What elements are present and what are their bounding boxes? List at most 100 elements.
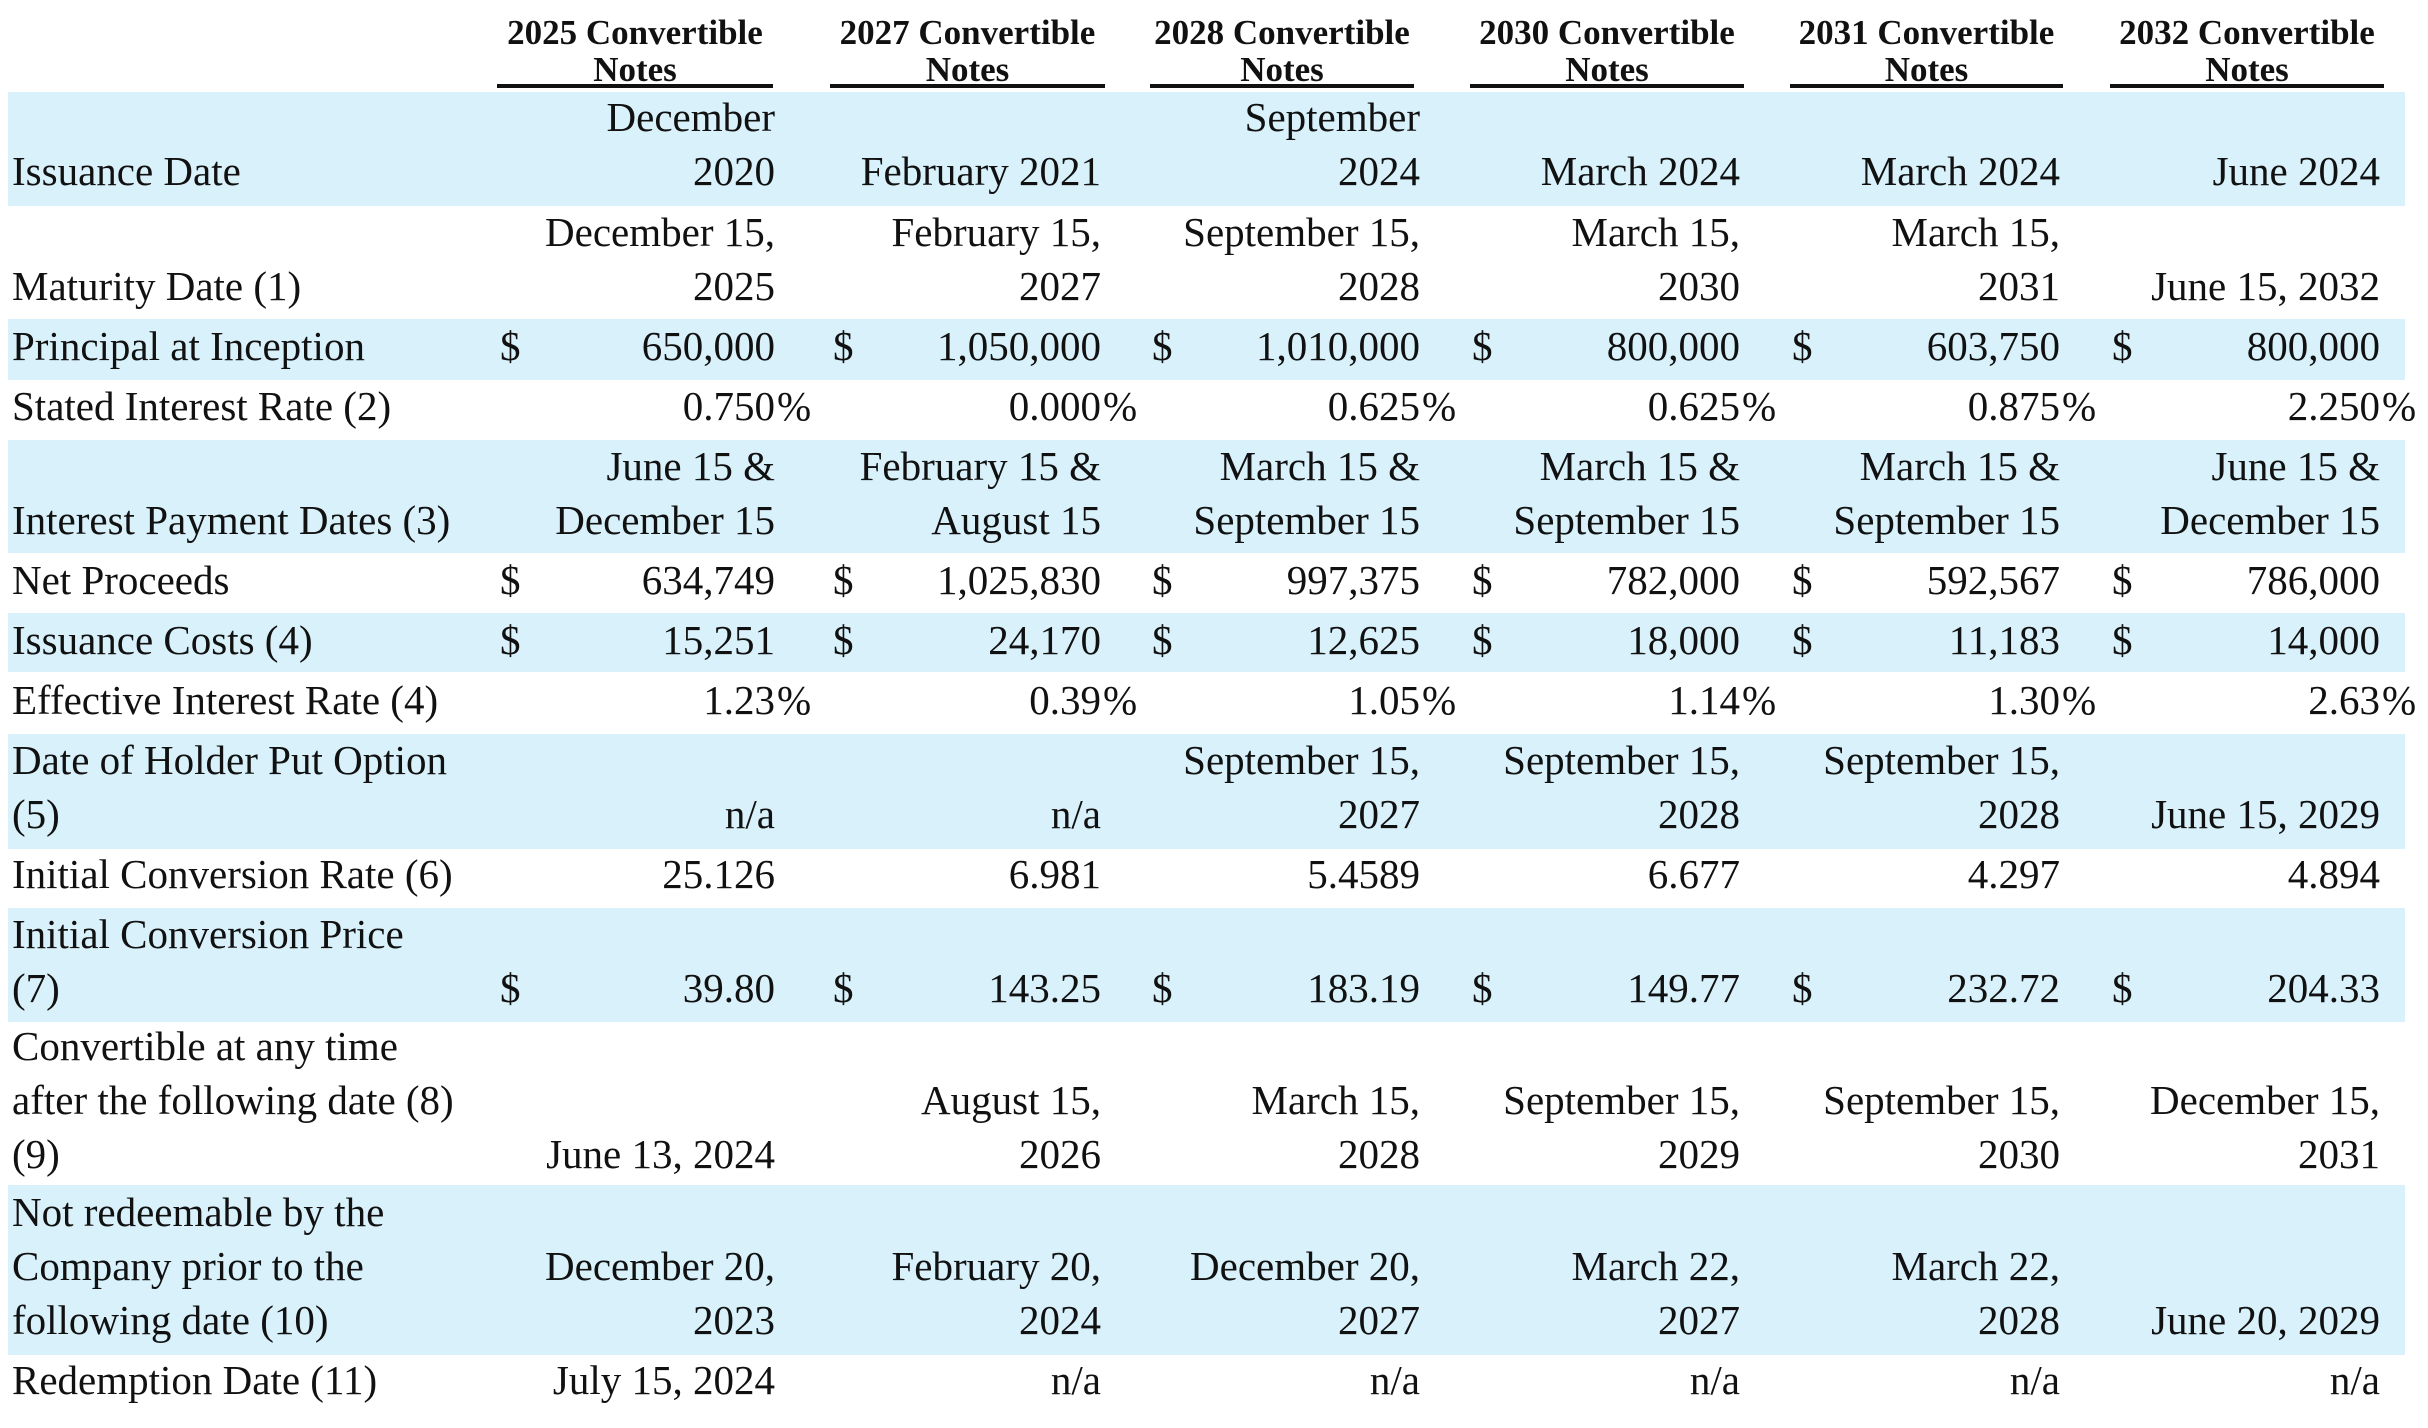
cell-value: June 20, 2029 — [2080, 1293, 2380, 1347]
column-header: 2025 Convertible Notes — [497, 14, 773, 88]
cell-value: July 15, 2024 — [475, 1353, 775, 1407]
cell-value-line: 149.77 — [1627, 965, 1740, 1011]
row-band-issuance-date — [8, 92, 2405, 206]
cell-value-line: 2027 — [1658, 1297, 1740, 1343]
column-header-line: Notes — [1884, 50, 1969, 89]
cell-value: 4.297 — [1760, 847, 2060, 901]
cell-value: 183.19 — [1120, 961, 1420, 1015]
cell-value: December 20, 2023 — [475, 1239, 775, 1347]
cell-value-line: 6.677 — [1647, 851, 1740, 897]
column-header-line: 2031 Convertible — [1798, 13, 2055, 52]
cell-value-line: March 15, — [1251, 1077, 1420, 1123]
cell-value: 18,000 — [1440, 613, 1740, 667]
cell-value-line: August 15, — [921, 1077, 1101, 1123]
cell-value-line: n/a — [1369, 1357, 1420, 1403]
row-label-not-redeemable-prior: Not redeemable by the Company prior to th… — [12, 1185, 502, 1347]
cell-value: March 15, 2028 — [1120, 1073, 1420, 1181]
cell-value-line: 2028 — [1338, 1131, 1420, 1177]
cell-value-line: 4.894 — [2287, 851, 2380, 897]
cell-value-line: 204.33 — [2267, 965, 2380, 1011]
cell-value-line: 2031 — [2298, 1131, 2380, 1177]
cell-value: February 20, 2024 — [801, 1239, 1101, 1347]
cell-value: 5.4589 — [1120, 847, 1420, 901]
cell-value-line: n/a — [2329, 1357, 2380, 1403]
percent-symbol: % — [2062, 677, 2097, 723]
percent-symbol: % — [1742, 383, 1777, 429]
cell-value: March 15, 2031 — [1760, 205, 2060, 313]
cell-value: June 15 & December 15 — [475, 439, 775, 547]
cell-value: June 15, 2029 — [2080, 787, 2380, 841]
cell-value-line: 2024 — [1019, 1297, 1101, 1343]
column-header: 2031 Convertible Notes — [1790, 14, 2063, 88]
cell-value-line: August 15 — [931, 497, 1101, 543]
column-header-line: 2025 Convertible — [507, 13, 763, 52]
column-header-line: Notes — [925, 50, 1010, 89]
cell-value-line: 24,170 — [988, 617, 1101, 663]
cell-value-line: 1.23 — [703, 677, 775, 723]
row-band-holder-put-option — [8, 734, 2405, 849]
cell-value: 15,251 — [475, 613, 775, 667]
currency-symbol: $ — [1792, 617, 1813, 663]
cell-value-line: June 15 & — [606, 443, 775, 489]
currency-symbol: $ — [500, 557, 521, 603]
currency-symbol: $ — [1472, 323, 1493, 369]
column-header-line: 2028 Convertible — [1154, 13, 1410, 52]
cell-value: 24,170 — [801, 613, 1101, 667]
row-label-net-proceeds: Net Proceeds — [12, 553, 502, 607]
cell-value: December 20, 2027 — [1120, 1239, 1420, 1347]
cell-value-line: 2.63 — [2308, 677, 2380, 723]
cell-value-line: 786,000 — [2246, 557, 2380, 603]
cell-value: 12,625 — [1120, 613, 1420, 667]
cell-value-line: 0.875 — [1967, 383, 2060, 429]
cell-value: February 2021 — [801, 144, 1101, 198]
row-label-line: Maturity Date (1) — [12, 263, 302, 309]
column-header-line: 2032 Convertible — [2119, 13, 2375, 52]
column-header-line: 2030 Convertible — [1479, 13, 1735, 52]
column-header: 2027 Convertible Notes — [830, 14, 1105, 88]
cell-value-line: n/a — [1050, 791, 1101, 837]
cell-value-line: n/a — [724, 791, 775, 837]
cell-value: 4.894 — [2080, 847, 2380, 901]
cell-value-line: 2028 — [1658, 791, 1740, 837]
cell-value-line: February 20, — [891, 1243, 1101, 1289]
cell-value: 14,000 — [2080, 613, 2380, 667]
row-label-issuance-date: Issuance Date — [12, 144, 502, 198]
cell-value-line: 12,625 — [1307, 617, 1420, 663]
currency-symbol: $ — [2112, 617, 2133, 663]
cell-value-line: 2.250 — [2287, 383, 2380, 429]
cell-value: 1,050,000 — [801, 319, 1101, 373]
cell-value-line: December 15 — [555, 497, 775, 543]
cell-value-line: 2030 — [1978, 1131, 2060, 1177]
cell-value-line: 1.14 — [1668, 677, 1740, 723]
cell-value-line: 2023 — [693, 1297, 775, 1343]
row-label-line: Interest Payment Dates (3) — [12, 497, 451, 543]
row-label-initial-conversion-price: Initial Conversion Price (7) — [12, 907, 502, 1015]
cell-value-line: 2027 — [1338, 791, 1420, 837]
currency-symbol: $ — [500, 617, 521, 663]
cell-value-line: 39.80 — [682, 965, 775, 1011]
cell-value: March 2024 — [1760, 144, 2060, 198]
cell-value: n/a — [801, 1353, 1101, 1407]
row-label-line: Issuance Date — [12, 148, 241, 194]
row-label-line: Net Proceeds — [12, 557, 230, 603]
cell-value-line: March 15, — [1891, 209, 2060, 255]
cell-value-line: September 15, — [1183, 209, 1420, 255]
cell-value-line: 1,025,830 — [937, 557, 1101, 603]
cell-value: n/a — [1120, 1353, 1420, 1407]
cell-value-line: 634,749 — [641, 557, 775, 603]
cell-value: September 15, 2027 — [1120, 733, 1420, 841]
cell-value-line: 232.72 — [1947, 965, 2060, 1011]
cell-value-line: 1,010,000 — [1256, 323, 1420, 369]
cell-value: 232.72 — [1760, 961, 2060, 1015]
cell-value-line: December 15 — [2160, 497, 2380, 543]
cell-value-line: March 15, — [1571, 209, 1740, 255]
cell-value-line: n/a — [1050, 1357, 1101, 1403]
percent-symbol: % — [2382, 677, 2417, 723]
row-label-line: Initial Conversion Price — [12, 911, 404, 957]
cell-value: March 22, 2028 — [1760, 1239, 2060, 1347]
row-label-interest-payment-dates: Interest Payment Dates (3) — [12, 493, 502, 547]
currency-symbol: $ — [1792, 965, 1813, 1011]
currency-symbol: $ — [500, 965, 521, 1011]
cell-value: 592,567 — [1760, 553, 2060, 607]
